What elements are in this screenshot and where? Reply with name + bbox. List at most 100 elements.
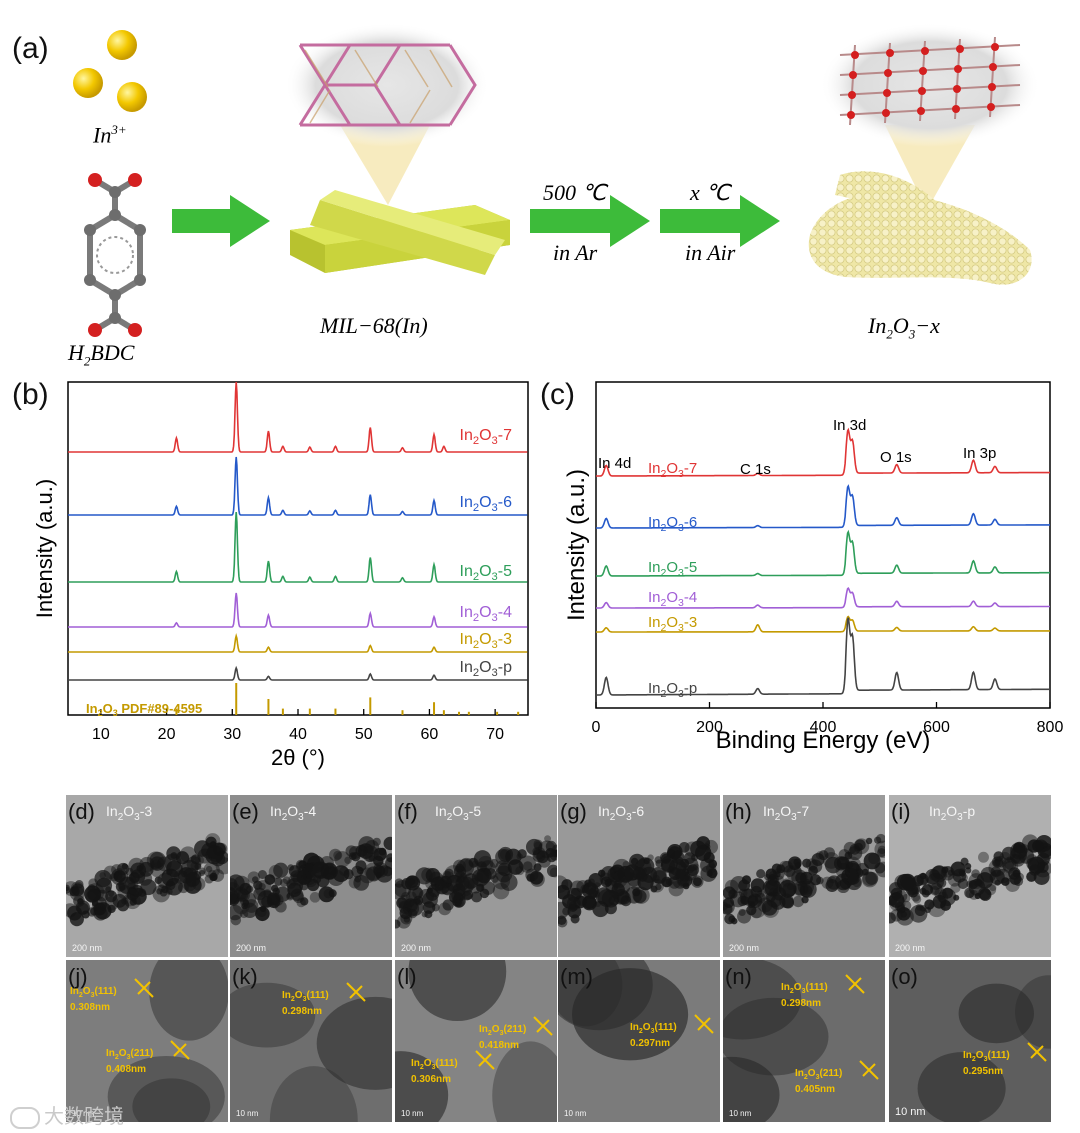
scale-bar: 200 nm bbox=[729, 943, 760, 953]
x-tick-label: 200 bbox=[696, 719, 723, 736]
h2bdc-label: H2BDC bbox=[68, 340, 134, 369]
hrtem-image: (m) In2O3(111) 0.297nm 10 nm bbox=[558, 960, 720, 1122]
series-label: In2O3-7 bbox=[648, 460, 697, 480]
series-line bbox=[68, 381, 528, 453]
in-ion-label: In3+ bbox=[93, 122, 127, 148]
y-axis-label: Intensity (a.u.) bbox=[563, 469, 590, 621]
nanoparticle-cluster-icon bbox=[723, 833, 885, 925]
watermark: 大数跨境 bbox=[10, 1100, 124, 1129]
in2o3-crystal-icon bbox=[820, 23, 1040, 210]
scale-bar: 10 nm bbox=[895, 1106, 926, 1118]
nanoparticle-cluster-icon bbox=[230, 836, 392, 926]
mil68-label: MIL−68(In) bbox=[320, 313, 428, 338]
nanoparticle-cluster-icon bbox=[395, 835, 557, 929]
peak-annotation: In 3d bbox=[833, 417, 866, 434]
panel-label: (o) bbox=[891, 964, 918, 989]
fringe-marker-icon bbox=[694, 1014, 714, 1034]
series-line bbox=[596, 587, 1050, 609]
series-line bbox=[596, 615, 1050, 633]
indium-ions-icon bbox=[73, 30, 147, 112]
fringe-label: In2O3(211) 0.408nm bbox=[106, 1048, 154, 1075]
fringe-label: In2O3(111) 0.298nm bbox=[282, 990, 329, 1017]
peak-annotation: C 1s bbox=[740, 461, 771, 478]
product-x: −x bbox=[915, 313, 940, 338]
fringe-marker-icon bbox=[859, 1060, 879, 1080]
plot-frame bbox=[595, 381, 1051, 709]
sample-name: In2O3-7 bbox=[763, 803, 810, 823]
reference-label: In2O3 PDF#89-4595 bbox=[86, 701, 202, 718]
tem-image: (i) In2O3-p 200 nm bbox=[889, 795, 1051, 957]
mil68-rods-icon bbox=[290, 190, 510, 275]
step2-atmosphere: in Air bbox=[685, 240, 736, 265]
fringe-label: In2O3(111) 0.297nm bbox=[630, 1022, 677, 1049]
mof-lattice-icon bbox=[285, 23, 489, 205]
series-label: In2O3-6 bbox=[460, 494, 513, 514]
h2bdc-h: H bbox=[68, 340, 84, 365]
fringe-marker-icon bbox=[533, 1016, 553, 1036]
tem-image: (f) In2O3-5 200 nm bbox=[395, 795, 557, 957]
h2bdc-rest: BDC bbox=[90, 340, 135, 365]
step2-temp: x ℃ bbox=[690, 180, 730, 205]
sample-name: In2O3-p bbox=[929, 803, 976, 823]
scale-bar: 200 nm bbox=[401, 943, 432, 953]
product-o: O bbox=[892, 313, 909, 338]
series-line bbox=[596, 617, 1050, 696]
fringe-marker-icon bbox=[134, 978, 154, 998]
arrow-icon-3 bbox=[660, 195, 780, 247]
series-label: In2O3-5 bbox=[460, 563, 513, 583]
fringe-marker-icon bbox=[170, 1040, 190, 1060]
fringe-label: In2O3(111) 0.308nm bbox=[70, 986, 117, 1013]
panel-label: (i) bbox=[891, 799, 911, 824]
panel-label: (k) bbox=[232, 964, 258, 989]
panel-label: (j) bbox=[68, 964, 88, 989]
x-tick-label: 10 bbox=[92, 726, 110, 743]
x-tick-label: 600 bbox=[923, 719, 950, 736]
y-axis-label: Intensity (a.u.) bbox=[32, 479, 57, 618]
x-tick-label: 60 bbox=[421, 726, 439, 743]
panel-label-a: (a) bbox=[12, 32, 49, 65]
product-sub2: 3 bbox=[908, 326, 916, 342]
hrtem-image: (n) In2O3(111) 0.298nm In2O3(211) 0.405nm 10 … bbox=[723, 960, 885, 1122]
panel-label: (f) bbox=[397, 799, 418, 824]
scale-bar: 10 nm bbox=[564, 1109, 587, 1118]
hrtem-image: (l) In2O3(211) 0.418nm In2O3(111) 0.306nm 10 … bbox=[395, 960, 557, 1122]
arrow-icon-2 bbox=[530, 195, 650, 247]
tem-image: (h) In2O3-7 200 nm bbox=[723, 795, 885, 957]
panel-label-c: (c) bbox=[540, 378, 575, 411]
sample-name: In2O3-6 bbox=[598, 803, 645, 823]
series-label: In2O3-3 bbox=[648, 614, 697, 634]
tem-image: (g) In2O3-6 bbox=[558, 795, 720, 957]
nanoparticle-cluster-icon bbox=[66, 833, 228, 927]
x-tick-label: 30 bbox=[223, 726, 241, 743]
hrtem-image: (o) In2O3(111) 0.295nm 10 nm bbox=[889, 960, 1051, 1122]
lattice-fringe-icon bbox=[395, 960, 557, 1122]
panel-label: (g) bbox=[560, 799, 587, 824]
fringe-marker-icon bbox=[475, 1050, 495, 1070]
lattice-fringe-icon bbox=[917, 975, 1051, 1122]
fringe-marker-icon bbox=[1027, 1042, 1047, 1062]
x-tick-label: 20 bbox=[158, 726, 176, 743]
series-label: In2O3-5 bbox=[648, 559, 697, 579]
lattice-fringe-icon bbox=[107, 960, 228, 1122]
x-tick-label: 400 bbox=[810, 719, 837, 736]
series-line bbox=[68, 665, 528, 681]
series-label: In2O3-4 bbox=[648, 589, 697, 609]
fringe-label: In2O3(111) 0.306nm bbox=[411, 1058, 458, 1085]
step1-temp: 500 ℃ bbox=[543, 180, 607, 205]
series-line bbox=[68, 633, 528, 653]
scale-bar: 10 nm bbox=[236, 1109, 259, 1118]
peak-annotation: In 4d bbox=[598, 455, 631, 472]
panel-label: (h) bbox=[725, 799, 752, 824]
lattice-fringe-icon bbox=[558, 960, 689, 1061]
step1-atmosphere: in Ar bbox=[553, 240, 598, 265]
series-line bbox=[596, 529, 1050, 577]
fringe-marker-icon bbox=[845, 974, 865, 994]
panel-label: (m) bbox=[560, 964, 593, 989]
scale-bar: 10 nm bbox=[72, 1109, 95, 1118]
peak-annotation: O 1s bbox=[880, 449, 912, 466]
series-line bbox=[596, 484, 1050, 529]
series-label: In2O3-6 bbox=[648, 514, 697, 534]
fringe-label: In2O3(111) 0.295nm bbox=[963, 1050, 1010, 1077]
series-label: In2O3-7 bbox=[460, 427, 513, 447]
watermark-text: 大数跨境 bbox=[44, 1106, 124, 1128]
